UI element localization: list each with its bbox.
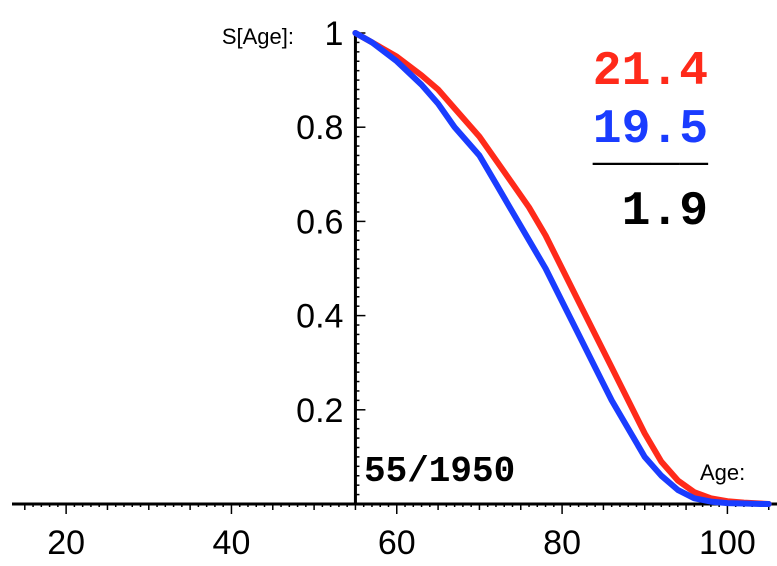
- life-expectancy-annotation: 21.4 19.5 ____ 1.9: [592, 45, 708, 239]
- series-line-blue: [352, 30, 772, 507]
- cohort-label: 55/1950: [364, 451, 515, 492]
- y-tick-label: 0.6: [296, 203, 343, 241]
- series-line-red: [352, 30, 772, 507]
- x-tick-label: 80: [543, 524, 581, 562]
- x-tick-label: 60: [378, 524, 416, 562]
- x-axis-label: Age:: [700, 460, 745, 485]
- y-tick-label: 0.2: [296, 392, 343, 430]
- y-axis-label: S[Age]:: [222, 24, 294, 49]
- y-tick-label: 0.4: [296, 298, 343, 336]
- bottom-value: 19.5: [593, 103, 708, 157]
- y-tick-label: 1: [325, 15, 344, 53]
- top-value: 21.4: [593, 45, 708, 99]
- separator-line: ____: [592, 121, 708, 175]
- y-tick-label: 0.8: [296, 109, 343, 147]
- x-tick-label: 100: [699, 524, 756, 562]
- difference-value: 1.9: [622, 185, 708, 239]
- x-tick-label: 40: [213, 524, 251, 562]
- series-lines: [352, 30, 772, 507]
- axes: [12, 31, 777, 506]
- tick-labels: 20 40 60 80 100 0.2 0.4 0.6 0.8 1: [47, 15, 756, 562]
- x-tick-label: 20: [47, 524, 85, 562]
